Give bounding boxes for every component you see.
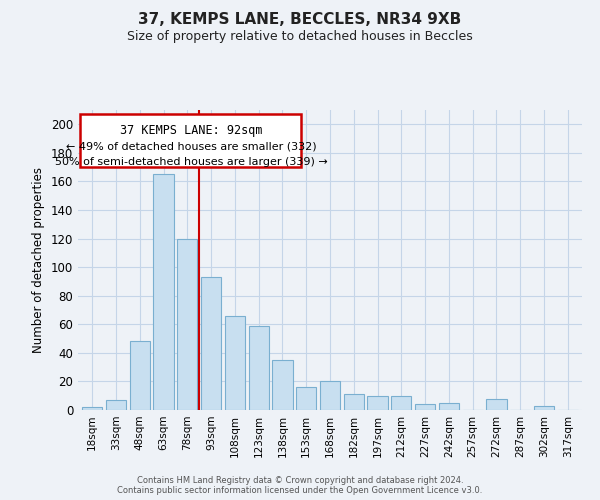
Bar xyxy=(391,396,412,410)
Bar xyxy=(82,407,103,410)
Bar xyxy=(154,174,173,410)
FancyBboxPatch shape xyxy=(80,114,301,167)
Bar xyxy=(439,403,459,410)
Bar xyxy=(415,404,435,410)
Bar xyxy=(344,394,364,410)
Bar xyxy=(367,396,388,410)
Text: Size of property relative to detached houses in Beccles: Size of property relative to detached ho… xyxy=(127,30,473,43)
Y-axis label: Number of detached properties: Number of detached properties xyxy=(32,167,45,353)
Bar xyxy=(248,326,269,410)
Bar xyxy=(534,406,554,410)
Bar xyxy=(296,387,316,410)
Text: 50% of semi-detached houses are larger (339) →: 50% of semi-detached houses are larger (… xyxy=(55,157,327,167)
Text: 37, KEMPS LANE, BECCLES, NR34 9XB: 37, KEMPS LANE, BECCLES, NR34 9XB xyxy=(139,12,461,28)
Bar xyxy=(225,316,245,410)
Text: Contains public sector information licensed under the Open Government Licence v3: Contains public sector information licen… xyxy=(118,486,482,495)
Bar xyxy=(106,400,126,410)
Text: 37 KEMPS LANE: 92sqm: 37 KEMPS LANE: 92sqm xyxy=(119,124,262,138)
Text: ← 49% of detached houses are smaller (332): ← 49% of detached houses are smaller (33… xyxy=(65,142,316,152)
Bar xyxy=(272,360,293,410)
Bar xyxy=(201,277,221,410)
Bar xyxy=(130,342,150,410)
Bar xyxy=(320,382,340,410)
Bar xyxy=(177,238,197,410)
Bar xyxy=(487,398,506,410)
Text: Contains HM Land Registry data © Crown copyright and database right 2024.: Contains HM Land Registry data © Crown c… xyxy=(137,476,463,485)
